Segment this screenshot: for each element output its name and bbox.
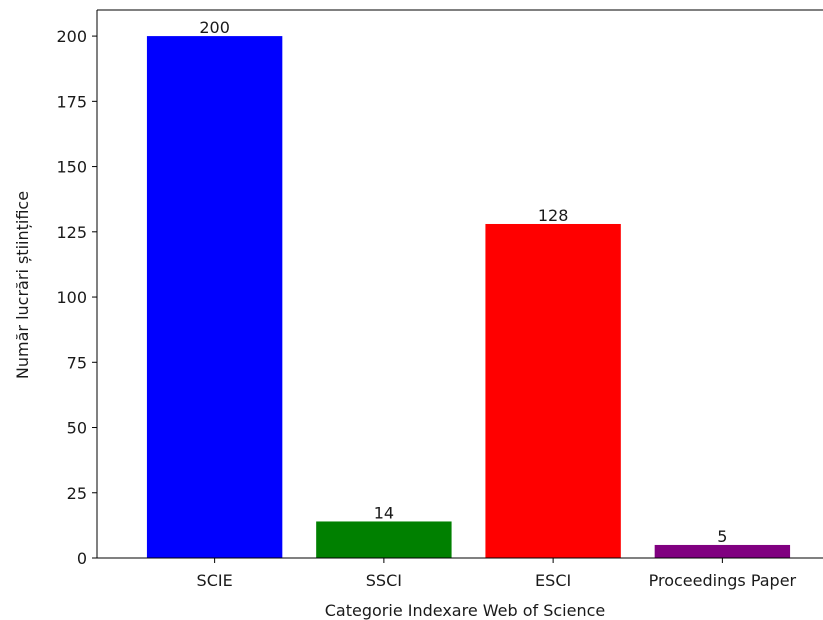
y-tick-label-150: 150 <box>56 158 87 177</box>
y-tick-label-100: 100 <box>56 288 87 307</box>
plot-area: 200 14 128 5 <box>146 18 791 559</box>
x-tick-label-ssci: SSCI <box>366 571 402 590</box>
y-tick-label-50: 50 <box>67 419 87 438</box>
y-axis-title: Număr lucrări științifice <box>13 191 32 379</box>
x-tick-label-scie: SCIE <box>197 571 233 590</box>
bar-proceedings-paper <box>654 544 791 558</box>
x-tick-label-esci: ESCI <box>535 571 571 590</box>
data-label-scie: 200 <box>199 18 230 37</box>
data-label-proceedings-paper: 5 <box>717 527 727 546</box>
y-tick-label-175: 175 <box>56 92 87 111</box>
y-tick-label-0: 0 <box>77 549 87 568</box>
data-label-ssci: 14 <box>374 503 394 522</box>
y-tick-label-125: 125 <box>56 223 87 242</box>
bar-scie <box>146 36 283 559</box>
x-axis-title: Categorie Indexare Web of Science <box>325 601 606 620</box>
y-tick-label-200: 200 <box>56 27 87 46</box>
x-tick-label-proceedings-paper: Proceedings Paper <box>649 571 797 590</box>
y-tick-label-25: 25 <box>67 484 87 503</box>
axes: SCIE SSCI ESCI Proceedings Paper 0 25 50 75 100 1… <box>56 9 823 590</box>
bar-ssci <box>316 521 452 558</box>
data-label-esci: 128 <box>538 206 569 225</box>
y-tick-label-75: 75 <box>67 353 87 372</box>
bar-esci <box>485 223 621 558</box>
